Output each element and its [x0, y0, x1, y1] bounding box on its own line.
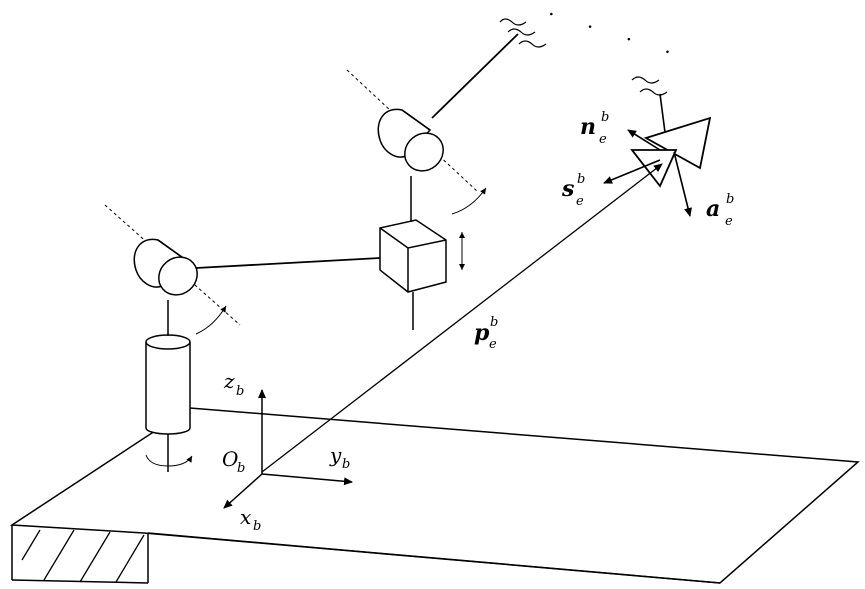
base-hatching: [21, 529, 145, 583]
svg-text:b: b: [601, 110, 609, 125]
normal-vector-label: n b e: [580, 110, 609, 147]
svg-text:e: e: [725, 214, 733, 229]
svg-text:p: p: [474, 320, 490, 346]
z-axis-label: z b: [223, 369, 244, 399]
broken-link-mark-wrist: [631, 76, 668, 96]
position-vector-arrow: [261, 163, 663, 473]
svg-text:e: e: [489, 337, 497, 352]
gripper: [630, 116, 712, 188]
svg-text:b: b: [253, 519, 261, 534]
position-vector-label: p b e: [474, 315, 498, 352]
svg-text:O: O: [222, 447, 238, 471]
svg-text:z: z: [223, 369, 235, 393]
svg-text:e: e: [576, 194, 584, 209]
forearm-link: [431, 33, 519, 119]
elbow-joint: [346, 69, 487, 215]
prismatic-joint: [379, 176, 447, 330]
sliding-vector-arrow: [603, 159, 661, 184]
normal-vector-arrow: [627, 129, 661, 151]
svg-text:b: b: [237, 461, 245, 476]
y-axis-arrow: [261, 473, 353, 486]
approach-vector-arrow: [673, 151, 692, 217]
svg-text:e: e: [599, 132, 607, 147]
broken-link-mark-upper: [499, 18, 547, 48]
svg-text:y: y: [329, 443, 342, 467]
base-plate: [9, 407, 860, 584]
approach-vector-label: a b e: [706, 192, 734, 229]
sliding-vector-label: s b e: [561, 172, 585, 209]
svg-text:b: b: [490, 315, 498, 330]
base-revolute-joint: [145, 300, 191, 472]
svg-text:n: n: [580, 114, 596, 140]
x-axis-label: x b: [240, 505, 261, 534]
svg-text:x: x: [240, 505, 251, 529]
upper-link: [195, 257, 381, 269]
shoulder-joint: [104, 204, 241, 335]
origin-label: O b: [222, 447, 245, 476]
svg-text:s: s: [561, 176, 574, 202]
base-rotation-arrow: [145, 454, 193, 467]
y-axis-label: y b: [329, 443, 350, 472]
svg-text:b: b: [726, 192, 734, 207]
svg-text:a: a: [706, 196, 720, 222]
x-axis-arrow: [223, 473, 263, 509]
svg-text:b: b: [342, 457, 350, 472]
continuation-dots: . . . .: [546, 0, 689, 63]
svg-text:b: b: [577, 172, 585, 187]
svg-text:b: b: [236, 384, 244, 399]
